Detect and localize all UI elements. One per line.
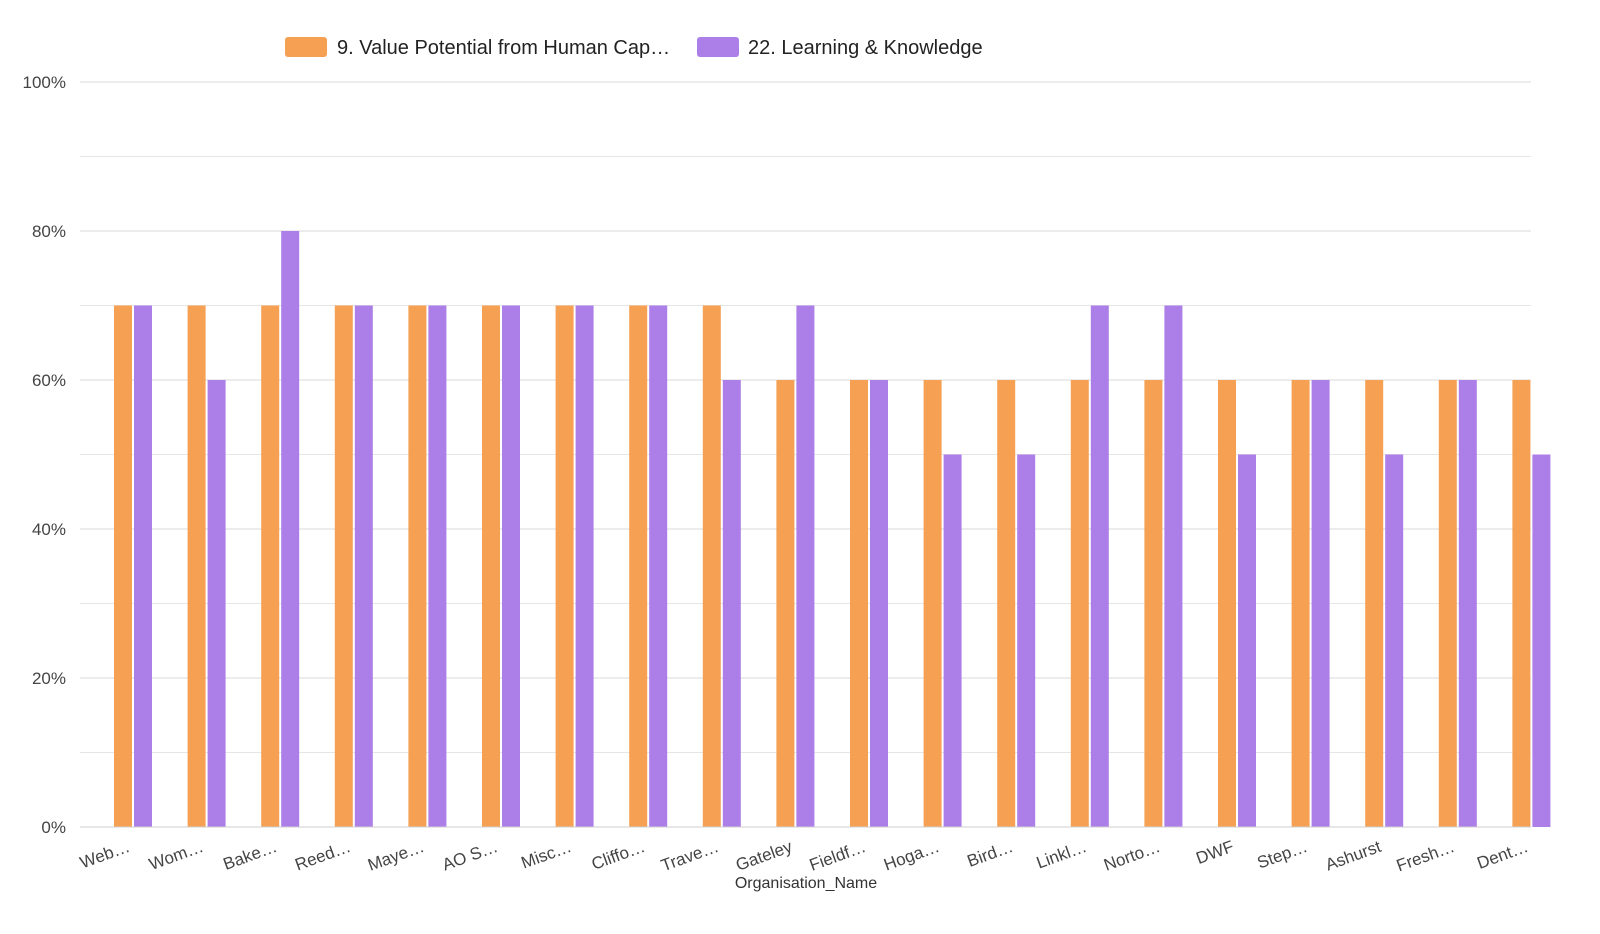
bar-learning-knowledge-6[interactable] bbox=[575, 305, 594, 828]
bar-learning-knowledge-15[interactable] bbox=[1238, 454, 1256, 828]
bar-value-potential-19[interactable] bbox=[1512, 380, 1531, 827]
bar-learning-knowledge-5[interactable] bbox=[502, 305, 520, 828]
bar-learning-knowledge-8[interactable] bbox=[722, 380, 741, 827]
bar-value-potential-17[interactable] bbox=[1365, 380, 1384, 827]
bar-value-potential-1[interactable] bbox=[187, 305, 206, 828]
bar-value-potential-14[interactable] bbox=[1144, 380, 1163, 827]
x-tick-label: Wom… bbox=[147, 837, 206, 874]
x-tick-label: Gateley bbox=[733, 837, 795, 875]
bar-learning-knowledge-7[interactable] bbox=[649, 305, 668, 828]
bar-value-potential-7[interactable] bbox=[629, 305, 648, 828]
y-tick-label: 0% bbox=[41, 818, 66, 837]
x-tick-label: Fieldf… bbox=[807, 837, 869, 875]
bar-value-potential-6[interactable] bbox=[555, 305, 574, 828]
bar-value-potential-5[interactable] bbox=[482, 305, 500, 828]
x-tick-label: Step… bbox=[1255, 837, 1310, 873]
bar-value-potential-8[interactable] bbox=[702, 305, 721, 828]
bars bbox=[114, 231, 1551, 828]
bar-learning-knowledge-3[interactable] bbox=[354, 305, 373, 828]
bar-value-potential-15[interactable] bbox=[1218, 380, 1236, 827]
x-tick-label: Bake… bbox=[221, 837, 280, 874]
legend-swatch bbox=[285, 37, 327, 57]
x-tick-label: Bird… bbox=[965, 837, 1016, 871]
x-tick-label: Ashurst bbox=[1323, 837, 1384, 875]
bar-learning-knowledge-12[interactable] bbox=[1017, 454, 1036, 828]
bar-learning-knowledge-14[interactable] bbox=[1164, 305, 1183, 828]
bar-learning-knowledge-1[interactable] bbox=[207, 380, 226, 827]
bar-learning-knowledge-18[interactable] bbox=[1458, 380, 1477, 827]
bar-value-potential-0[interactable] bbox=[114, 305, 132, 828]
bar-value-potential-16[interactable] bbox=[1291, 380, 1310, 827]
x-tick-label: Trave… bbox=[658, 837, 721, 875]
y-tick-label: 40% bbox=[32, 520, 66, 539]
x-tick-label: Misc… bbox=[519, 837, 574, 873]
y-axis-ticks: 0% 20% 40% 60% 80% 100% bbox=[23, 73, 66, 837]
bar-learning-knowledge-9[interactable] bbox=[796, 305, 815, 828]
bar-learning-knowledge-17[interactable] bbox=[1385, 454, 1404, 828]
legend-label: 22. Learning & Knowledge bbox=[748, 37, 983, 59]
bar-value-potential-18[interactable] bbox=[1438, 380, 1457, 827]
bar-value-potential-13[interactable] bbox=[1070, 380, 1089, 827]
legend-swatch bbox=[697, 37, 739, 57]
bar-learning-knowledge-10[interactable] bbox=[870, 380, 888, 827]
y-tick-label: 100% bbox=[23, 73, 66, 92]
bar-value-potential-10[interactable] bbox=[850, 380, 868, 827]
x-tick-label: Norto… bbox=[1101, 837, 1163, 875]
x-tick-label: Web… bbox=[77, 837, 132, 873]
bar-value-potential-12[interactable] bbox=[997, 380, 1016, 827]
bar-learning-knowledge-16[interactable] bbox=[1311, 380, 1330, 827]
bar-learning-knowledge-19[interactable] bbox=[1532, 454, 1551, 828]
legend-item-value-potential[interactable]: 9. Value Potential from Human Cap… bbox=[285, 37, 670, 59]
x-tick-label: AO S… bbox=[440, 837, 501, 875]
bar-value-potential-11[interactable] bbox=[923, 380, 942, 827]
y-tick-label: 60% bbox=[32, 371, 66, 390]
bar-value-potential-3[interactable] bbox=[334, 305, 353, 828]
x-tick-label: Hoga… bbox=[881, 837, 942, 875]
bar-value-potential-2[interactable] bbox=[261, 305, 280, 828]
legend-item-learning-knowledge[interactable]: 22. Learning & Knowledge bbox=[697, 37, 983, 59]
x-tick-label: Linkl… bbox=[1034, 837, 1089, 873]
x-tick-label: DWF bbox=[1193, 837, 1236, 868]
y-tick-label: 80% bbox=[32, 222, 66, 241]
x-tick-label: Reed… bbox=[293, 837, 354, 875]
x-axis-title: Organisation_Name bbox=[735, 875, 877, 892]
bar-learning-knowledge-2[interactable] bbox=[281, 231, 300, 827]
x-tick-label: Dent… bbox=[1475, 837, 1531, 873]
x-tick-label: Maye… bbox=[365, 837, 427, 875]
legend: 9. Value Potential from Human Cap… 22. Le… bbox=[285, 37, 983, 59]
bar-learning-knowledge-11[interactable] bbox=[943, 454, 962, 828]
legend-label: 9. Value Potential from Human Cap… bbox=[337, 37, 670, 59]
x-tick-label: Cliffo… bbox=[589, 837, 648, 874]
bar-learning-knowledge-4[interactable] bbox=[428, 305, 447, 828]
y-tick-label: 20% bbox=[32, 669, 66, 688]
x-tick-label: Fresh… bbox=[1394, 837, 1457, 876]
bar-value-potential-9[interactable] bbox=[776, 380, 795, 827]
bar-learning-knowledge-0[interactable] bbox=[134, 305, 152, 828]
bar-learning-knowledge-13[interactable] bbox=[1090, 305, 1109, 828]
x-axis-ticks: Web… Wom… Bake… Reed… Maye… AO S… Misc… Cliffo…… bbox=[77, 837, 1530, 876]
bar-value-potential-4[interactable] bbox=[408, 305, 427, 828]
